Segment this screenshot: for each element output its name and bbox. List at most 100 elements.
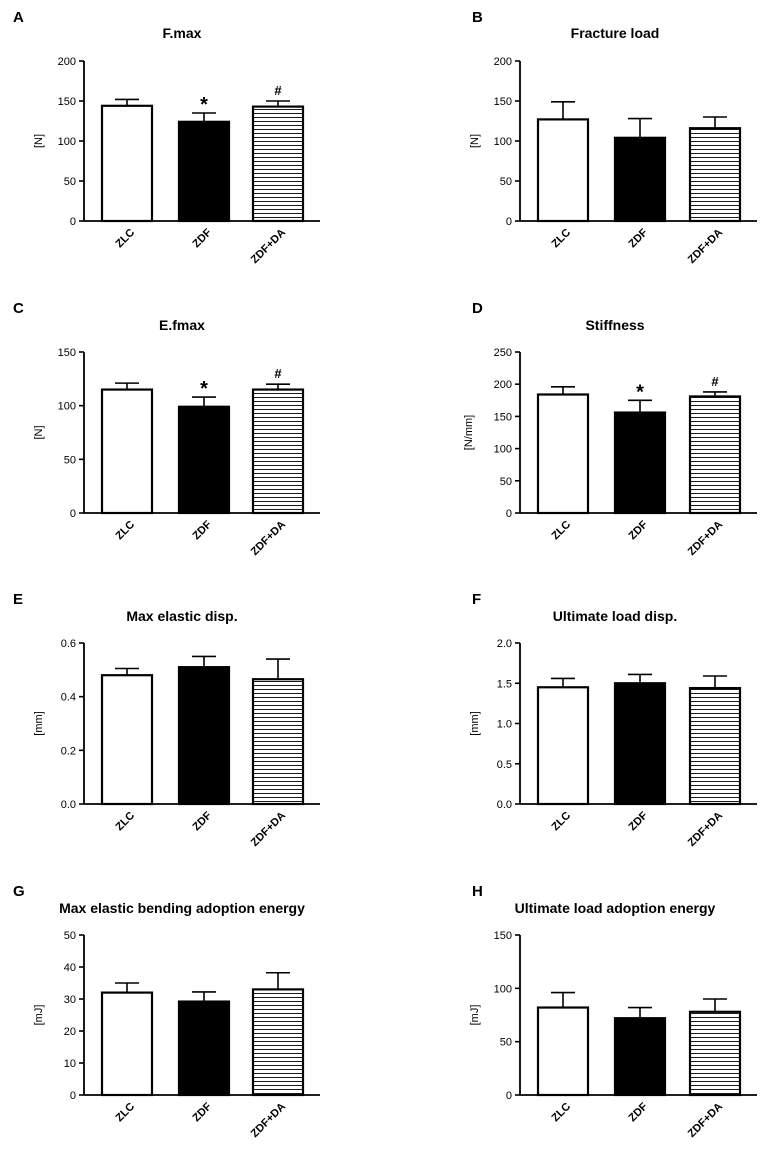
significance-star: * (200, 378, 208, 400)
x-category-label: ZLC (114, 1101, 138, 1125)
panel-letter: B (472, 9, 483, 26)
y-axis-label: [N/mm] (463, 415, 475, 450)
y-tick-label: 50 (64, 930, 76, 942)
y-tick-label: 50 (64, 176, 76, 188)
y-tick-label: 0.5 (497, 759, 512, 771)
y-axis-label: [N] (33, 425, 45, 439)
y-tick-label: 0 (506, 508, 512, 520)
x-category-label: ZDF (627, 518, 651, 542)
chart-panel-e: E Max elastic disp. 0.0 0.2 0.4 0.6 [mm] ZLC ZDF… (13, 591, 320, 849)
panel-letter: C (13, 300, 24, 317)
chart-panel-d: D Stiffness 0 50 100 150 200 250 [N/mm] ZLC * ZDF # Z… (463, 300, 757, 558)
chart-title: Ultimate load disp. (553, 608, 677, 624)
y-tick-label: 200 (494, 379, 512, 391)
bar-zlc (100, 104, 154, 223)
x-category-label: ZDF+DA (686, 227, 725, 266)
y-tick-label: 50 (500, 1037, 512, 1049)
y-tick-label: 20 (64, 1026, 76, 1038)
y-tick-label: 0.0 (497, 799, 512, 811)
x-category-label: ZLC (114, 810, 138, 834)
chart-title: E.fmax (159, 317, 205, 333)
x-category-label: ZDF+DA (249, 519, 288, 558)
chart-panel-g: G Max elastic bending adoption energy 0 10 2… (13, 883, 320, 1140)
panel-letter: E (13, 591, 23, 608)
y-tick-label: 40 (64, 962, 76, 974)
x-category-label: ZDF (627, 809, 651, 833)
chart-title: Max elastic bending adoption energy (59, 900, 305, 916)
bar-zlc (536, 393, 590, 515)
x-category-label: ZDF+DA (686, 810, 725, 849)
bar-zlc (100, 674, 154, 806)
y-tick-label: 10 (64, 1058, 76, 1070)
bar-zlc (100, 991, 154, 1097)
y-tick-label: 100 (58, 136, 76, 148)
y-tick-label: 50 (500, 476, 512, 488)
panel-letter: F (472, 591, 481, 608)
chart-panel-a: A F.max 0 50 100 150 200 [N] ZLC * ZDF # ZDF+DA (13, 9, 320, 266)
significance-hash: # (711, 374, 719, 389)
y-tick-label: 200 (494, 56, 512, 68)
y-tick-label: 2.0 (497, 638, 512, 650)
bar-zlc (536, 686, 590, 806)
bar-zdf-da (251, 388, 305, 515)
y-axis-label: [N] (469, 134, 481, 148)
y-axis-label: [mm] (33, 711, 45, 735)
significance-hash: # (274, 366, 282, 381)
bar-zdf-da (688, 127, 742, 223)
significance-hash: # (274, 83, 282, 98)
y-axis-label: [mJ] (33, 1005, 45, 1026)
y-tick-label: 0 (70, 1090, 76, 1102)
x-category-label: ZDF (627, 1100, 651, 1124)
bar-zdf (613, 682, 667, 806)
x-category-label: ZDF+DA (686, 1101, 725, 1140)
y-tick-label: 1.5 (497, 678, 512, 690)
y-axis-label: [N] (33, 134, 45, 148)
chart-title: Ultimate load adoption energy (515, 900, 716, 916)
bar-zdf (177, 666, 231, 806)
x-category-label: ZDF (191, 1100, 215, 1124)
significance-star: * (636, 381, 644, 403)
x-category-label: ZDF (191, 226, 215, 250)
bar-zlc (536, 118, 590, 223)
panel-letter: A (13, 9, 24, 26)
y-tick-label: 0.4 (61, 692, 76, 704)
bar-zdf-da (688, 1010, 742, 1097)
y-tick-label: 100 (494, 136, 512, 148)
x-category-label: ZLC (550, 227, 574, 251)
bar-zdf-da (688, 395, 742, 515)
x-category-label: ZLC (114, 519, 138, 543)
y-axis-label: [mJ] (469, 1005, 481, 1026)
y-tick-label: 100 (494, 983, 512, 995)
chart-title: Max elastic disp. (126, 608, 237, 624)
panel-letter: H (472, 883, 483, 900)
y-tick-label: 100 (494, 444, 512, 456)
y-tick-label: 150 (494, 930, 512, 942)
bar-zdf (177, 1000, 231, 1097)
bar-zdf-da (251, 678, 305, 806)
y-tick-label: 50 (64, 454, 76, 466)
y-tick-label: 0 (70, 216, 76, 228)
x-category-label: ZLC (550, 1101, 574, 1125)
bar-zdf (613, 136, 667, 223)
bar-zlc (536, 1006, 590, 1097)
x-category-label: ZDF (627, 226, 651, 250)
y-tick-label: 200 (58, 56, 76, 68)
y-tick-label: 150 (58, 347, 76, 359)
y-axis-label: [mm] (469, 711, 481, 735)
x-category-label: ZLC (114, 227, 138, 251)
y-tick-label: 1.0 (497, 719, 512, 731)
x-category-label: ZDF (191, 809, 215, 833)
y-tick-label: 0.0 (61, 799, 76, 811)
bar-zdf (177, 405, 231, 515)
y-tick-label: 0 (506, 1090, 512, 1102)
x-category-label: ZDF+DA (686, 519, 725, 558)
y-tick-label: 150 (58, 96, 76, 108)
chart-panel-b: B Fracture load 0 50 100 150 200 [N] ZLC ZDF ZDF+D… (469, 9, 757, 266)
chart-panel-c: C E.fmax 0 50 100 150 [N] ZLC * ZDF # ZDF+DA (13, 300, 320, 558)
bar-zdf (177, 120, 231, 223)
chart-title: F.max (163, 25, 202, 41)
chart-panel-f: F Ultimate load disp. 0.0 0.5 1.0 1.5 2.0 [mm] Z… (469, 591, 757, 849)
y-tick-label: 100 (58, 401, 76, 413)
y-tick-label: 0 (70, 508, 76, 520)
chart-panel-h: H Ultimate load adoption energy 0 50 100 150 [… (469, 883, 757, 1140)
